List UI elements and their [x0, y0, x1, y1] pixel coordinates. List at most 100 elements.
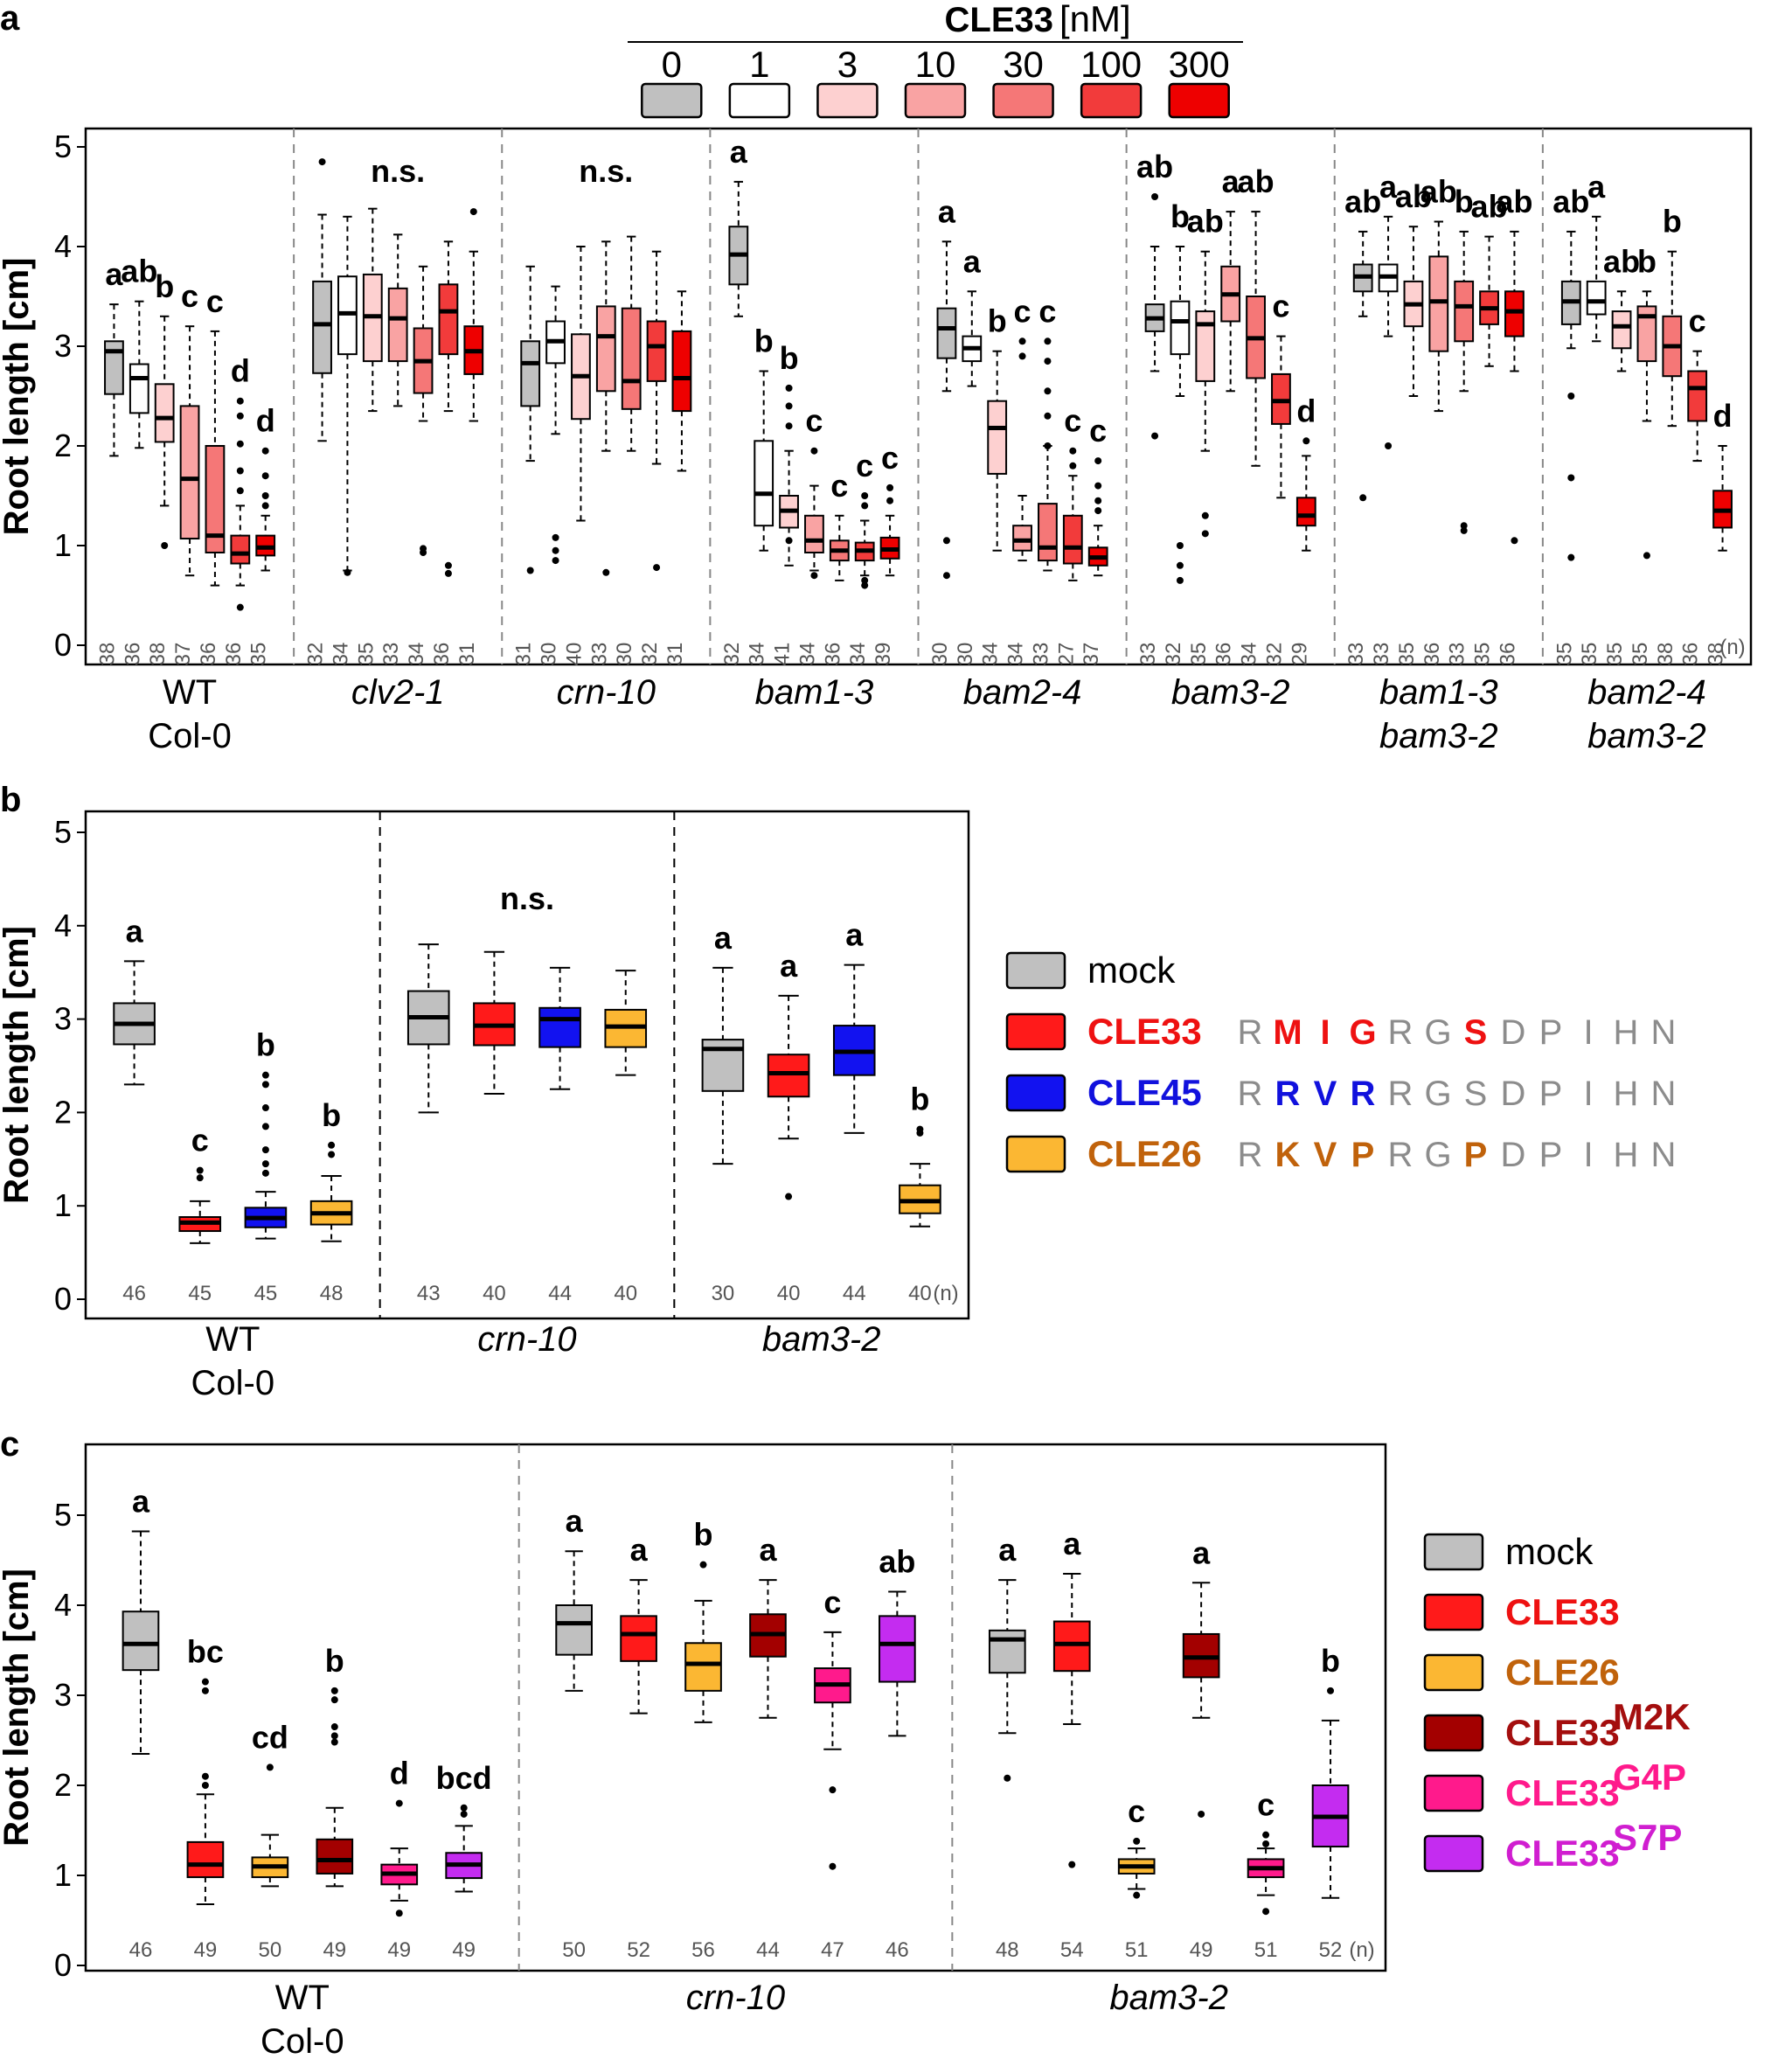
legend-superscript: M2K [1613, 1696, 1691, 1737]
group-2: 30 a 40 a 44 a 40 b bam3-2 [673, 811, 941, 1359]
outlier-point [942, 572, 950, 580]
box: 38 d [1705, 398, 1733, 665]
box: 32 b [1162, 198, 1191, 665]
box: 44 a [749, 1532, 787, 1962]
box: 40 [473, 950, 516, 1305]
header-swatch [641, 82, 703, 119]
outlier-point [344, 568, 351, 576]
outlier-point [1359, 494, 1367, 502]
n-count: 40 [562, 643, 586, 666]
outlier-point [1018, 352, 1026, 360]
box: 30 [613, 235, 642, 665]
significance-letter: c [1014, 293, 1031, 329]
group-3: 32 a 34 b 41 b 34 c 36 c 34 c 39 c bam1-3 [709, 129, 900, 712]
outlier-point [1302, 437, 1310, 445]
n-count: 52 [627, 1938, 650, 1962]
n-count: 40 [777, 1282, 801, 1305]
box: 49 b [316, 1643, 354, 1962]
panel-label: b [0, 781, 21, 819]
legend-superscript: S7P [1613, 1817, 1682, 1858]
box: 56 b [684, 1517, 722, 1962]
box: 38 b [146, 268, 175, 665]
n-count: 48 [996, 1938, 1019, 1962]
box: 49 a [1182, 1534, 1220, 1962]
group-2: 31 30 40 33 30 32 31n.s.crn-10 [501, 129, 692, 712]
box: 48 a [988, 1532, 1026, 1962]
genotype-label: Col-0 [191, 1364, 275, 1402]
outlier-point [602, 568, 610, 576]
sequence-residue: G [1424, 1075, 1451, 1113]
box: 44 a [832, 917, 876, 1305]
outlier-point [1567, 393, 1575, 400]
box-iqr [179, 405, 200, 540]
box: 35 ab [1187, 204, 1224, 666]
significance-letter: a [630, 1532, 649, 1568]
significance-letter: c [206, 283, 224, 319]
legend-label: CLE33 [1505, 1833, 1620, 1874]
outlier-point [1069, 447, 1077, 455]
genotype-label: bam2-4 [1587, 673, 1706, 712]
box: 51 c [1247, 1787, 1285, 1962]
significance-letter: ab [1603, 243, 1640, 279]
box: 46 ab [879, 1544, 916, 1962]
significance-letter: c [181, 278, 198, 314]
significance-letter: a [126, 913, 144, 949]
genotype-label: bam3-2 [1109, 1979, 1228, 2017]
group-0: 38 a 36 ab 38 b 37 c 36 c 36 d 35 d WT Col-0 [95, 254, 276, 755]
outlier-point [829, 1786, 837, 1794]
n-count: 38 [1654, 643, 1677, 666]
sequence-residue: I [1583, 1013, 1593, 1052]
n-count: 36 [1679, 643, 1703, 666]
genotype-label: Col-0 [148, 717, 232, 755]
legend-label: CLE26 [1087, 1133, 1202, 1174]
sequence-residue: P [1351, 1136, 1375, 1174]
n-count: 36 [821, 643, 844, 666]
n-count: 38 [1705, 643, 1728, 666]
n-count: 35 [354, 643, 378, 666]
n-count: 51 [1254, 1938, 1278, 1962]
box: 51 c [1117, 1793, 1156, 1962]
outlier-point [261, 1169, 269, 1177]
n-count: 35 [1471, 643, 1495, 666]
legend-superscript: G4P [1613, 1756, 1686, 1798]
significance-letter: a [1587, 169, 1606, 205]
outlier-point [236, 603, 244, 611]
box: 34 b [979, 303, 1008, 665]
y-tick-label: 0 [54, 1281, 72, 1317]
sequence-residue: D [1501, 1136, 1526, 1174]
box-iqr [312, 280, 332, 374]
box: 45 b [244, 1027, 288, 1305]
box: 33 ab [1136, 149, 1173, 665]
significance-letter: b [754, 323, 774, 359]
outlier-point [1068, 1861, 1076, 1868]
box-iqr [754, 440, 774, 527]
outlier-point [330, 1732, 338, 1740]
n-count: 32 [720, 643, 744, 666]
group-4: 30 a 30 a 34 b 34 c 33 c 27 c 37 c bam2-4 [917, 129, 1108, 712]
box: 35 ab [1603, 243, 1640, 665]
box: 52 b [1311, 1643, 1350, 1962]
genotype-label: bam1-3 [755, 673, 874, 712]
outlier-point [236, 440, 244, 448]
box: 36 a [1212, 163, 1241, 665]
significance-letter: bc [187, 1634, 224, 1670]
box: 35 ab [1395, 178, 1432, 665]
sequence-residue: I [1583, 1136, 1593, 1174]
outlier-point [861, 576, 869, 584]
significance-letter: c [805, 403, 823, 439]
box: 40 [604, 970, 648, 1305]
outlier-point [261, 1081, 269, 1089]
n-count: 31 [455, 643, 479, 666]
n-count: 27 [1054, 643, 1078, 666]
outlier-point [552, 557, 559, 565]
legend-label: CLE45 [1087, 1072, 1202, 1113]
y-axis-label: Root length [cm] [0, 1569, 36, 1847]
box-iqr [154, 383, 175, 443]
sequence-residue: G [1349, 1013, 1376, 1052]
significance-letter: b [1170, 198, 1190, 234]
box-iqr [205, 445, 226, 553]
